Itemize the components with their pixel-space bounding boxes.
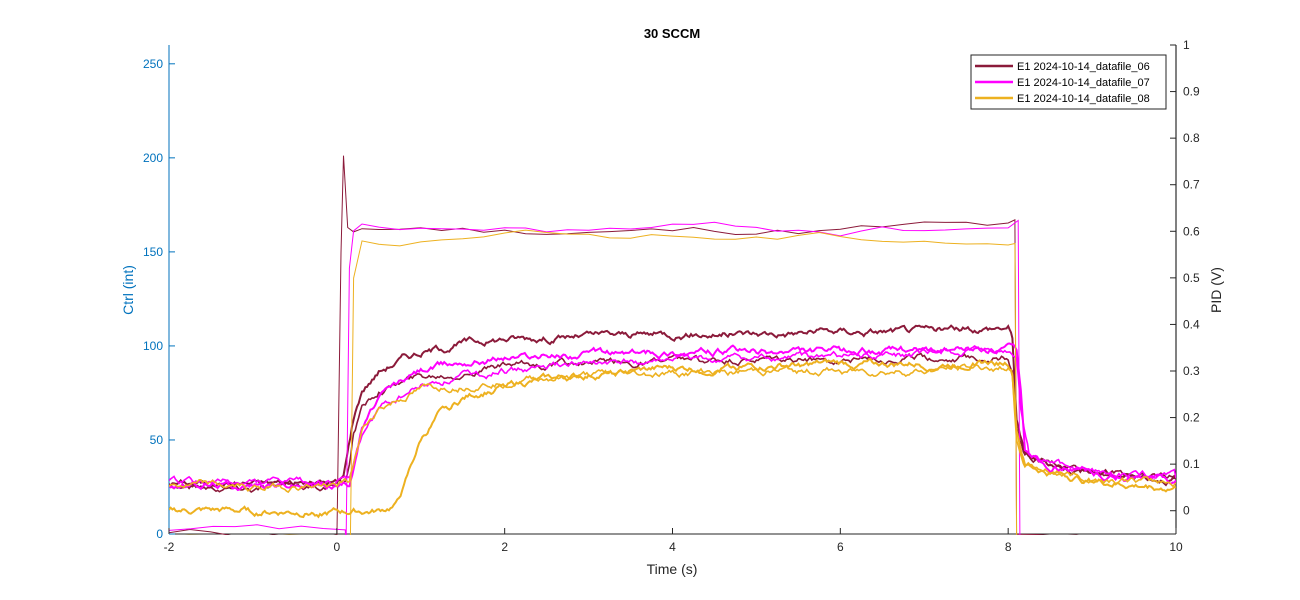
legend-entry-label: E1 2024-10-14_datafile_08 [1017, 93, 1150, 105]
y-right-axis-label: PID (V) [1208, 267, 1224, 313]
y-left-tick-label: 200 [143, 151, 163, 165]
ctrl-line-3 [184, 229, 1018, 535]
series-layer [169, 155, 1176, 535]
y-right-tick-label: 0.1 [1183, 457, 1200, 471]
legend-entry-label: E1 2024-10-14_datafile_06 [1017, 61, 1150, 73]
y-left-tick-label: 250 [143, 57, 163, 71]
y-right-tick-label: 0.8 [1183, 131, 1200, 145]
ctrl-line-1 [169, 155, 1079, 535]
y-right-tick-label: 0.9 [1183, 85, 1200, 99]
y-left-axis-ticks: 0 50 100 150 200 250 [143, 57, 175, 541]
y-right-tick-label: 0.2 [1183, 411, 1200, 425]
pid-line-2-2 [169, 345, 1176, 489]
x-axis-label: Time (s) [647, 561, 698, 577]
x-tick-label: 8 [1005, 540, 1012, 554]
y-right-tick-label: 1 [1183, 38, 1190, 52]
x-tick-label: 10 [1169, 540, 1183, 554]
chart-title: 30 SCCM [644, 26, 700, 41]
x-tick-label: 6 [837, 540, 844, 554]
ctrl-line-2 [169, 219, 1021, 535]
pid-line-3-1 [169, 357, 1176, 519]
pid-line-3-2 [169, 363, 1176, 494]
y-right-tick-label: 0 [1183, 504, 1190, 518]
x-axis-ticks: -2 0 2 4 6 8 10 [164, 528, 1183, 554]
y-right-axis-ticks: 0 0.1 0.2 0.3 0.4 0.5 0.6 0.7 0.8 0.9 1 [1170, 38, 1200, 518]
y-right-tick-label: 0.5 [1183, 271, 1200, 285]
y-right-tick-label: 0.4 [1183, 317, 1200, 331]
y-left-tick-label: 150 [143, 245, 163, 259]
x-tick-label: 0 [333, 540, 340, 554]
y-left-tick-label: 0 [156, 527, 163, 541]
axes-box [168, 45, 1177, 535]
series-3 [169, 229, 1176, 535]
plot-area [169, 45, 1176, 534]
x-tick-label: 4 [669, 540, 676, 554]
y-right-tick-label: 0.3 [1183, 364, 1200, 378]
x-tick-label: 2 [501, 540, 508, 554]
legend-entry-label: E1 2024-10-14_datafile_07 [1017, 77, 1150, 89]
y-left-tick-label: 50 [150, 433, 164, 447]
y-left-axis-label: Ctrl (int) [120, 265, 136, 315]
x-tick-label: -2 [164, 540, 175, 554]
legend: E1 2024-10-14_datafile_06 E1 2024-10-14_d… [970, 54, 1167, 110]
y-right-tick-label: 0.7 [1183, 178, 1200, 192]
y-right-tick-label: 0.6 [1183, 224, 1200, 238]
y-left-tick-label: 100 [143, 339, 163, 353]
